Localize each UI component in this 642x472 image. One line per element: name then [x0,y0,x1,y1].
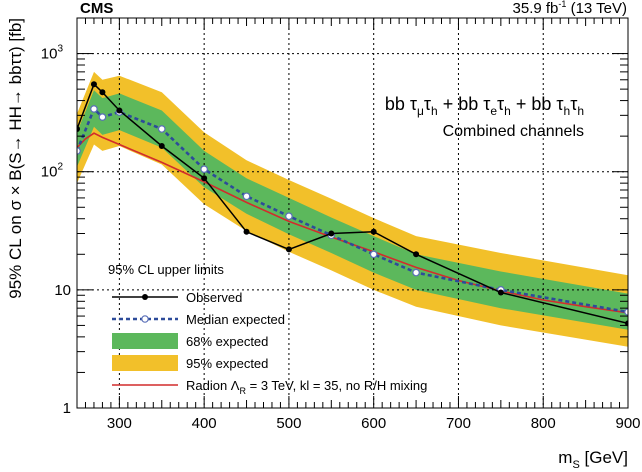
x-axis-title: mS [GeV] [558,448,628,471]
observed-point [77,125,80,132]
median-expected-point [412,268,420,277]
radion-curve [77,132,628,314]
median-expected-point [285,212,293,221]
observed-point [370,228,377,235]
legend-title: 95% CL upper limits [108,262,224,277]
observed-point [201,175,208,182]
observed-point [497,289,504,296]
y-axis-title: 95% CL on σ × B(S→ HH→ bbττ) [fb] [6,18,25,299]
x-tick-label: 800 [531,415,556,432]
plot-frame [76,17,629,409]
legend-95-swatch [112,355,178,371]
observed-point [413,251,420,258]
legend-label-radion: Radion ΛR = 3 TeV, kl = 35, no R/H mixin… [186,378,427,396]
median-expected-point [98,113,107,121]
legend-68-swatch [112,333,178,349]
y-tick-label: 1 [63,400,71,417]
observed-point [243,228,250,235]
experiment-label: CMS [80,0,113,17]
median-expected-point [242,192,251,201]
x-tick-label: 500 [276,415,301,432]
x-tick-label: 300 [107,415,132,432]
expected-bands [77,71,628,347]
legend-label: 95% expected [186,356,268,371]
observed-point [158,143,165,150]
observed-point [328,230,335,237]
observed-point [116,107,123,114]
legend-label: Observed [186,290,242,305]
lumi-label: 35.9 fb-1 (13 TeV) [513,0,627,17]
observed-point [90,81,97,88]
band-68-expected [77,90,628,330]
legend-label: Median expected [186,312,285,327]
median-expected-point [200,165,208,174]
x-tick-label: 400 [192,415,217,432]
legend-label: 68% expected [186,334,268,349]
legend-median-marker [141,315,149,323]
channel-annotation-line2: Combined channels [443,123,584,140]
x-tick-label: 700 [446,415,471,432]
y-tick-label: 102 [41,162,64,181]
median-expected-point [157,125,166,133]
x-tick-label: 600 [361,415,386,432]
legend-observed-marker [142,294,148,300]
channel-annotation: bb τμτh + bb τeτh + bb τhτh [385,94,584,118]
y-tick-label: 103 [41,44,64,63]
axes: 300 400 500 600 700 800 900 1 10 102 103 [41,17,641,432]
observed-point [285,246,292,253]
limit-curves [77,81,628,327]
x-tick-label: 900 [615,415,640,432]
median-expected-point [90,105,98,113]
y-tick-label: 10 [54,282,71,299]
observed-point [625,320,628,327]
observed-point [99,89,106,96]
legend: 95% CL upper limits Observed Median expec… [108,262,427,396]
median-expected-point [369,250,378,259]
